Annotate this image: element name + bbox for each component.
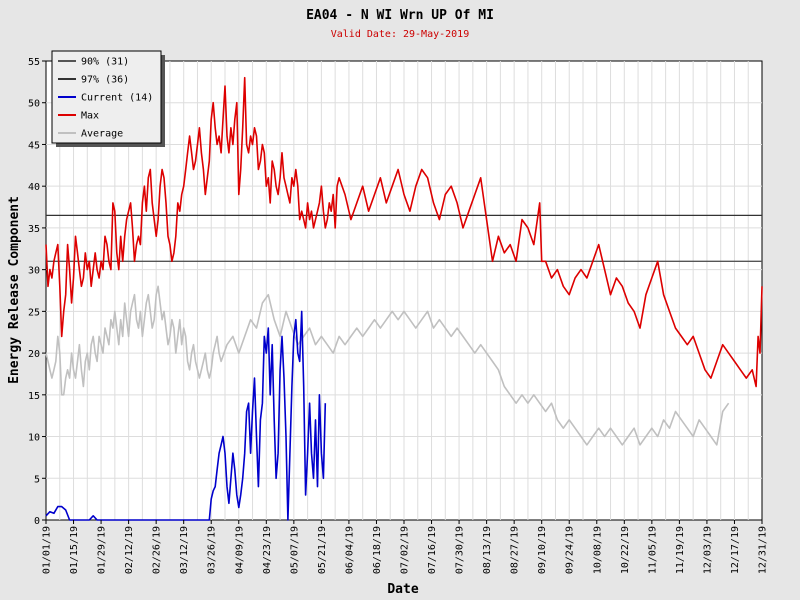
- x-tick-label: 06/04/19: [344, 526, 355, 574]
- x-tick-label: 02/26/19: [152, 526, 163, 574]
- y-tick-label: 30: [28, 266, 40, 277]
- x-tick-label: 05/07/19: [289, 526, 300, 574]
- legend: 90% (31) 97% (36) Current (14) Max Average: [51, 50, 165, 147]
- x-tick-label: 02/12/19: [124, 526, 135, 574]
- y-tick-label: 50: [28, 99, 40, 110]
- series-average-line: [45, 285, 730, 446]
- series-layer: [45, 76, 763, 521]
- x-tick-label: 01/29/19: [97, 526, 108, 574]
- chart-title: EA04 - N WI Wrn UP Of MI: [306, 8, 494, 23]
- x-axis: 01/01/19 01/15/19 01/29/19 02/12/19 02/26/19…: [42, 520, 769, 574]
- x-tick-label: 04/23/19: [262, 526, 273, 574]
- x-tick-label: 11/19/19: [675, 526, 686, 574]
- x-tick-label: 12/31/19: [758, 526, 769, 574]
- x-tick-label: 03/26/19: [207, 526, 218, 574]
- y-tick-label: 35: [28, 224, 40, 235]
- x-tick-label: 11/05/19: [647, 526, 658, 574]
- legend-label: Average: [81, 129, 123, 140]
- chart-subtitle: Valid Date: 29-May-2019: [331, 29, 469, 40]
- y-tick-label: 10: [28, 433, 40, 444]
- legend-item-current-14: Current (14): [58, 93, 153, 104]
- legend-item-max: Max: [58, 111, 99, 122]
- legend-label: 97% (36): [81, 75, 129, 86]
- x-tick-label: 05/21/19: [317, 526, 328, 574]
- x-tick-label: 07/30/19: [455, 526, 466, 574]
- series-max-line: [45, 76, 763, 388]
- y-axis: 0 5 10 15 20 25 30 35 40 45 50 55: [28, 57, 46, 527]
- y-axis-label: Energy Release Component: [7, 196, 22, 384]
- x-tick-label: 08/13/19: [482, 526, 493, 574]
- x-tick-label: 10/08/19: [592, 526, 603, 574]
- legend-item-97-36: 97% (36): [58, 75, 129, 86]
- y-tick-label: 45: [28, 140, 40, 151]
- x-tick-label: 12/03/19: [702, 526, 713, 574]
- x-tick-label: 09/10/19: [537, 526, 548, 574]
- legend-label: Current (14): [81, 93, 153, 104]
- legend-label: 90% (31): [81, 57, 129, 68]
- x-tick-label: 06/18/19: [372, 526, 383, 574]
- y-tick-label: 20: [28, 349, 40, 360]
- y-tick-label: 5: [34, 474, 40, 485]
- series-current-14-line: [45, 310, 327, 521]
- x-tick-label: 07/02/19: [400, 526, 411, 574]
- legend-item-average: Average: [58, 129, 123, 140]
- reference-lines: [46, 214, 762, 262]
- x-tick-label: 08/27/19: [510, 526, 521, 574]
- y-tick-label: 55: [28, 57, 40, 68]
- y-tick-label: 15: [28, 391, 40, 402]
- x-tick-label: 01/01/19: [42, 526, 53, 574]
- x-tick-label: 09/24/19: [565, 526, 576, 574]
- x-tick-label: 07/16/19: [427, 526, 438, 574]
- legend-item-90-31: 90% (31): [58, 57, 129, 68]
- legend-label: Max: [81, 111, 99, 122]
- y-tick-label: 25: [28, 307, 40, 318]
- y-tick-label: 0: [34, 516, 40, 527]
- x-tick-label: 12/17/19: [730, 526, 741, 574]
- x-axis-label: Date: [387, 582, 418, 597]
- y-tick-label: 40: [28, 182, 40, 193]
- x-tick-label: 04/09/19: [234, 526, 245, 574]
- x-tick-label: 01/15/19: [69, 526, 80, 574]
- x-tick-label: 03/12/19: [179, 526, 190, 574]
- x-tick-label: 10/22/19: [620, 526, 631, 574]
